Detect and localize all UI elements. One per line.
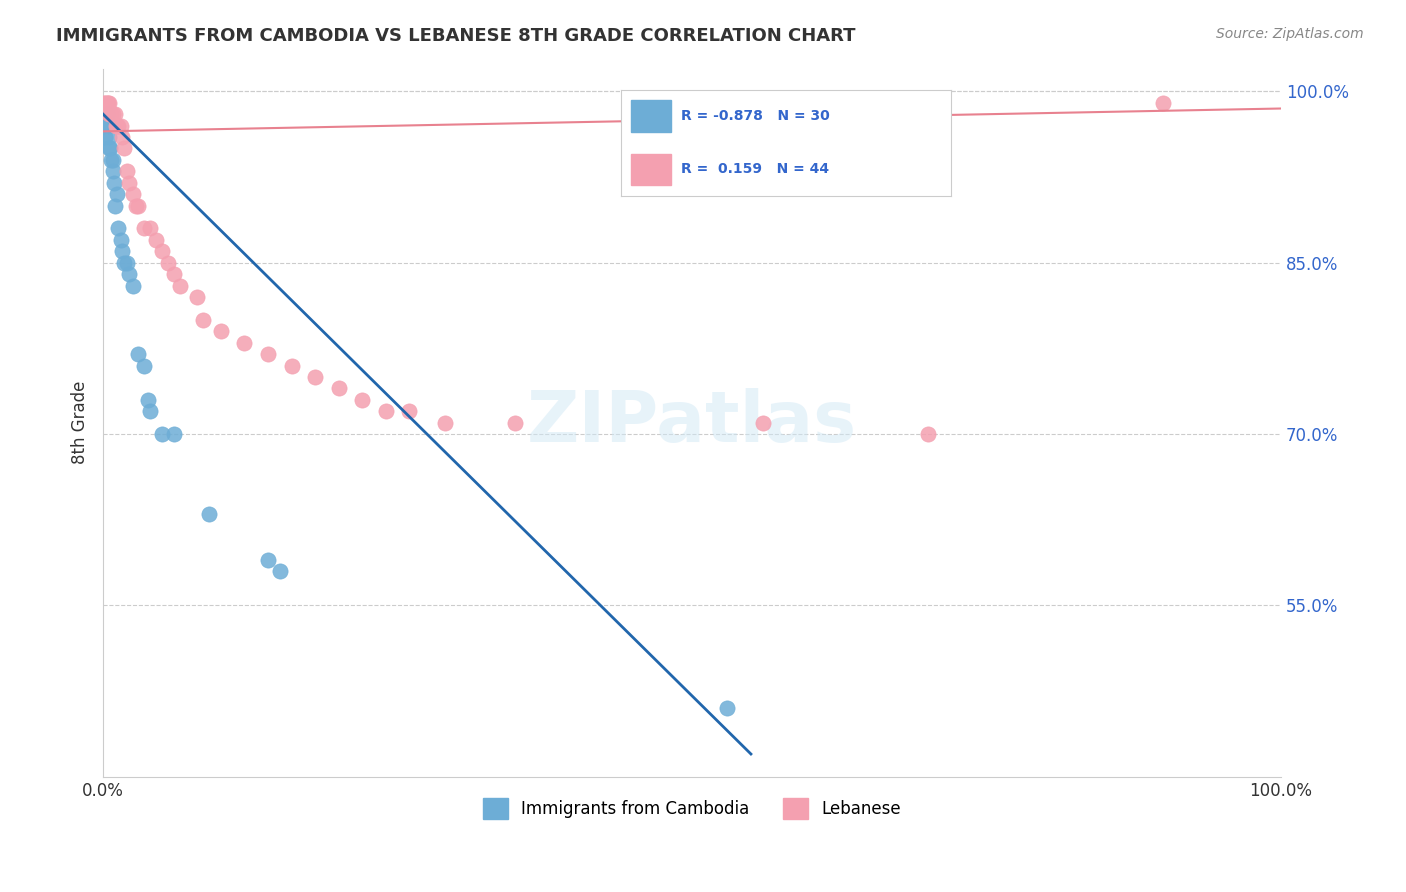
Point [121, 278, 143, 293]
Point [101, 164, 124, 178]
Point [139, 404, 162, 418]
Point [145, 233, 167, 247]
Point [98, 107, 121, 121]
Point [150, 244, 173, 259]
Point [97, 95, 120, 110]
Point [105, 187, 128, 202]
Point [107, 119, 129, 133]
Point [169, 278, 191, 293]
Point [101, 153, 124, 167]
Text: ZIPatlas: ZIPatlas [527, 388, 858, 458]
Point [107, 221, 129, 235]
Point [1152, 95, 1174, 110]
Point [112, 141, 135, 155]
Point [505, 416, 527, 430]
Point [111, 130, 134, 145]
Point [163, 427, 186, 442]
Point [118, 267, 141, 281]
Point [111, 244, 134, 259]
Point [112, 256, 135, 270]
Point [257, 347, 280, 361]
Point [98, 141, 121, 155]
Point [93, 95, 115, 110]
Point [398, 404, 420, 418]
Point [101, 107, 124, 121]
Point [352, 392, 374, 407]
Point [127, 347, 149, 361]
Point [193, 313, 215, 327]
Point [328, 381, 350, 395]
Point [198, 507, 221, 521]
Point [156, 256, 179, 270]
Point [257, 553, 280, 567]
Text: Source: ZipAtlas.com: Source: ZipAtlas.com [1216, 27, 1364, 41]
Point [100, 153, 122, 167]
Point [280, 359, 302, 373]
Point [100, 107, 122, 121]
Point [94, 130, 117, 145]
Point [209, 324, 232, 338]
Point [105, 119, 128, 133]
Y-axis label: 8th Grade: 8th Grade [72, 381, 89, 465]
Point [115, 164, 138, 178]
Point [118, 176, 141, 190]
Point [150, 427, 173, 442]
Point [104, 199, 127, 213]
Point [105, 119, 128, 133]
Point [125, 199, 148, 213]
Point [134, 221, 156, 235]
Point [115, 256, 138, 270]
Point [374, 404, 396, 418]
Point [127, 199, 149, 213]
Point [121, 187, 143, 202]
Point [269, 564, 291, 578]
Point [96, 107, 118, 121]
Point [98, 95, 121, 110]
Point [110, 119, 132, 133]
Point [233, 335, 256, 350]
Point [917, 427, 939, 442]
Text: IMMIGRANTS FROM CAMBODIA VS LEBANESE 8TH GRADE CORRELATION CHART: IMMIGRANTS FROM CAMBODIA VS LEBANESE 8TH… [56, 27, 856, 45]
Point [110, 233, 132, 247]
Point [716, 701, 738, 715]
Point [134, 359, 156, 373]
Point [186, 290, 208, 304]
Point [103, 176, 125, 190]
Point [136, 392, 159, 407]
Point [98, 141, 121, 155]
Point [94, 95, 117, 110]
Point [97, 119, 120, 133]
Point [96, 95, 118, 110]
Legend: Immigrants from Cambodia, Lebanese: Immigrants from Cambodia, Lebanese [477, 791, 908, 825]
Point [304, 370, 326, 384]
Point [93, 119, 115, 133]
Point [163, 267, 186, 281]
Point [139, 221, 162, 235]
Point [433, 416, 456, 430]
Point [751, 416, 773, 430]
Point [98, 130, 121, 145]
Point [98, 107, 121, 121]
Point [104, 107, 127, 121]
